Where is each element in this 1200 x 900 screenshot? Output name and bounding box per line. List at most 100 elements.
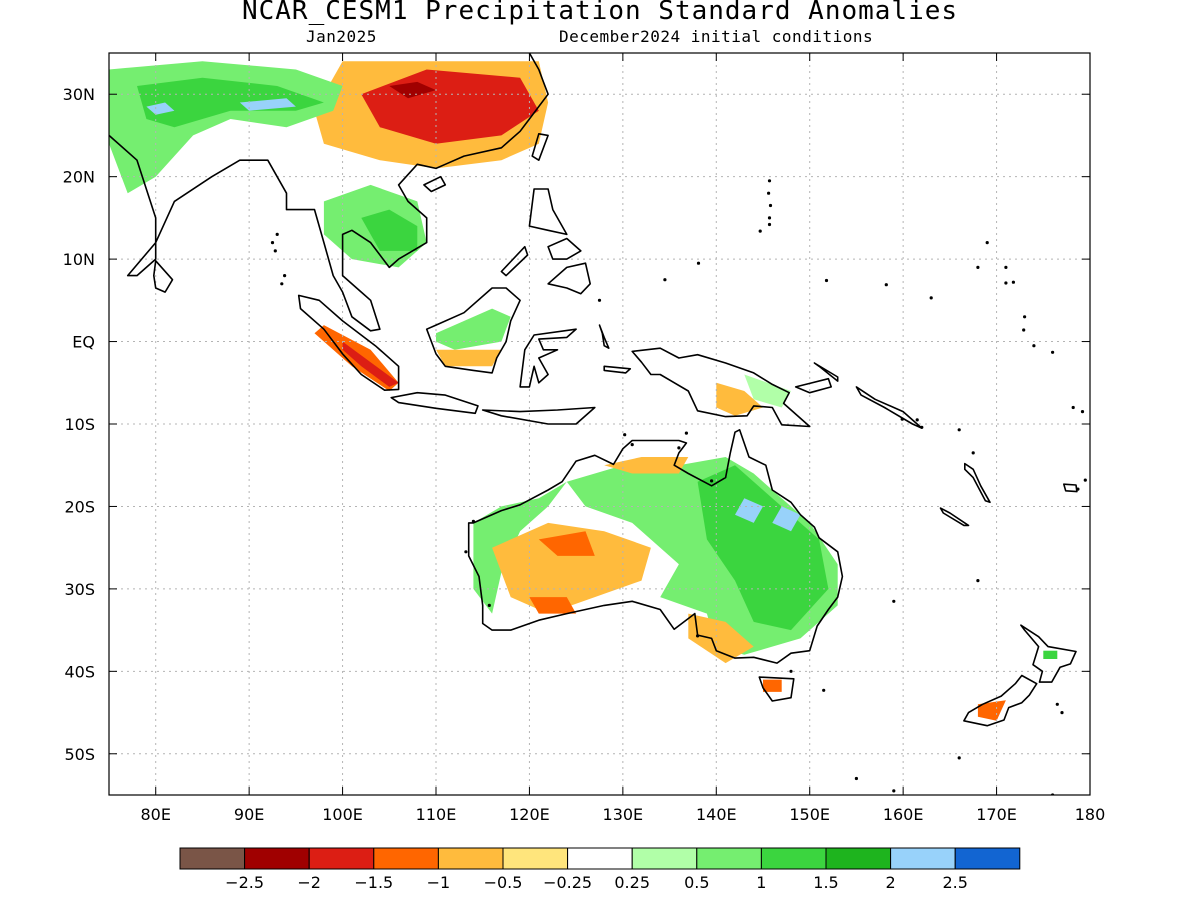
coastline-lesser-sunda	[481, 406, 596, 425]
lon-tick-label: 110E	[416, 805, 457, 824]
island-dot	[1083, 478, 1087, 482]
initial-conditions-label: December2024 initial conditions	[559, 27, 874, 46]
island-dot	[767, 179, 772, 183]
island-dot	[84, 324, 87, 327]
island-dot	[758, 229, 762, 233]
colorbar-swatch	[244, 847, 310, 870]
lat-tick-label: EQ	[72, 333, 95, 352]
colorbar-label: 0.25	[614, 873, 650, 892]
coastline-layer	[84, 53, 1087, 795]
island-dot	[597, 298, 602, 302]
island-dot	[767, 216, 772, 220]
lat-tick-label: 20N	[63, 168, 95, 187]
anomaly-region-tibet-wet-core	[137, 77, 324, 128]
island-dot	[464, 550, 468, 554]
colorbar-swatch	[760, 847, 827, 870]
colorbar-swatch	[179, 847, 246, 870]
coastline-taiwan	[531, 133, 549, 161]
island-dot	[920, 425, 924, 429]
plot-frame	[108, 52, 1091, 796]
lon-tick-label: 120E	[509, 805, 550, 824]
anomaly-region-png-dry	[716, 382, 763, 416]
lon-tick-label: 130E	[603, 805, 644, 824]
map-title: NCAR_CESM1 Precipitation Standard Anomal…	[241, 0, 959, 26]
lat-lon-grid	[109, 53, 1090, 795]
coastline-halmahera	[598, 324, 610, 350]
island-dot	[957, 756, 961, 760]
island-dot	[892, 599, 896, 603]
colorbar-swatch	[890, 847, 956, 870]
colorbar-label: 0.5	[684, 873, 709, 892]
island-dot	[89, 291, 92, 294]
lat-tick-label: 10N	[63, 250, 95, 269]
anomaly-region-aus-west-wet	[473, 481, 567, 614]
lon-tick-label: 160E	[883, 805, 924, 824]
lat-tick-label: 30N	[63, 85, 95, 104]
island-dot	[487, 603, 491, 608]
island-dot	[976, 579, 980, 583]
coastline-java	[390, 391, 479, 415]
island-dot	[985, 241, 989, 245]
anomaly-region-tasmania-dry	[763, 679, 782, 692]
island-dot	[1011, 280, 1016, 284]
colorbar-label: −0.5	[484, 873, 523, 892]
colorbar-swatch	[567, 847, 633, 870]
coastline-australia	[467, 428, 844, 664]
lat-tick-label: 30S	[64, 580, 95, 599]
island-dot	[768, 203, 773, 208]
anomaly-region-aus-east-wet-max-2	[772, 506, 801, 532]
coastline-sri-lanka	[153, 259, 174, 293]
colorbar-swatch	[696, 847, 762, 870]
colorbar-swatch	[825, 847, 892, 870]
coastline-nz-south	[963, 674, 1038, 727]
lat-tick-label: 20S	[64, 497, 95, 516]
island-dot	[663, 278, 667, 282]
anomaly-region-china-dry-max	[389, 81, 436, 99]
lat-tick-label: 40S	[64, 662, 95, 681]
island-dot	[677, 446, 681, 450]
colorbar-label: 2.5	[942, 873, 967, 892]
anomaly-region-aus-south-dry-core	[529, 597, 577, 614]
coastline-solomon-islands	[855, 386, 923, 429]
coastline-palawan	[500, 245, 529, 277]
island-dot	[1022, 328, 1026, 332]
coastline-visayas	[547, 237, 582, 260]
island-dot	[630, 443, 634, 447]
island-dot	[976, 265, 980, 269]
island-dot	[1080, 410, 1085, 414]
lon-tick-label: 150E	[789, 805, 830, 824]
island-dot	[89, 307, 92, 310]
island-dot	[900, 417, 904, 421]
colorbar-swatch	[308, 847, 375, 870]
island-dot	[892, 789, 896, 793]
coastline-vanuatu	[963, 462, 991, 504]
anomaly-region-sumatra-dry-core	[342, 341, 399, 387]
anomaly-region-png-wet	[744, 374, 791, 408]
axis-ticks: 30N 20N 10N EQ 10S 20S 30S 40S 50S 80E 90E 100E 110E…	[63, 53, 1105, 824]
anomaly-region-aus-north-dry	[604, 457, 689, 474]
island-dot	[884, 283, 888, 287]
island-dot	[1004, 265, 1008, 269]
island-dot	[824, 278, 829, 283]
anomaly-region-borneo-wet	[436, 308, 511, 350]
colorbar-label: −2.5	[225, 873, 264, 892]
island-dot	[275, 232, 279, 236]
island-dot	[767, 222, 772, 227]
coastline-fiji	[1063, 483, 1078, 493]
forecast-month: Jan2025	[306, 27, 377, 46]
island-dot	[471, 519, 475, 523]
lon-tick-label: 170E	[976, 805, 1017, 824]
island-dot	[270, 241, 275, 245]
island-dot	[684, 431, 689, 435]
lat-tick-label: 50S	[64, 745, 95, 764]
colorbar-label: −1	[427, 873, 451, 892]
anomaly-region-tibet-wet-max-2	[239, 98, 296, 111]
colorbar-swatch	[631, 847, 698, 870]
island-dot	[710, 479, 714, 483]
lon-tick-label: 80E	[140, 805, 170, 824]
lon-tick-label: 90E	[234, 805, 264, 824]
island-dot	[1023, 315, 1027, 319]
coastline-hainan	[423, 175, 447, 193]
island-dot	[283, 274, 287, 278]
